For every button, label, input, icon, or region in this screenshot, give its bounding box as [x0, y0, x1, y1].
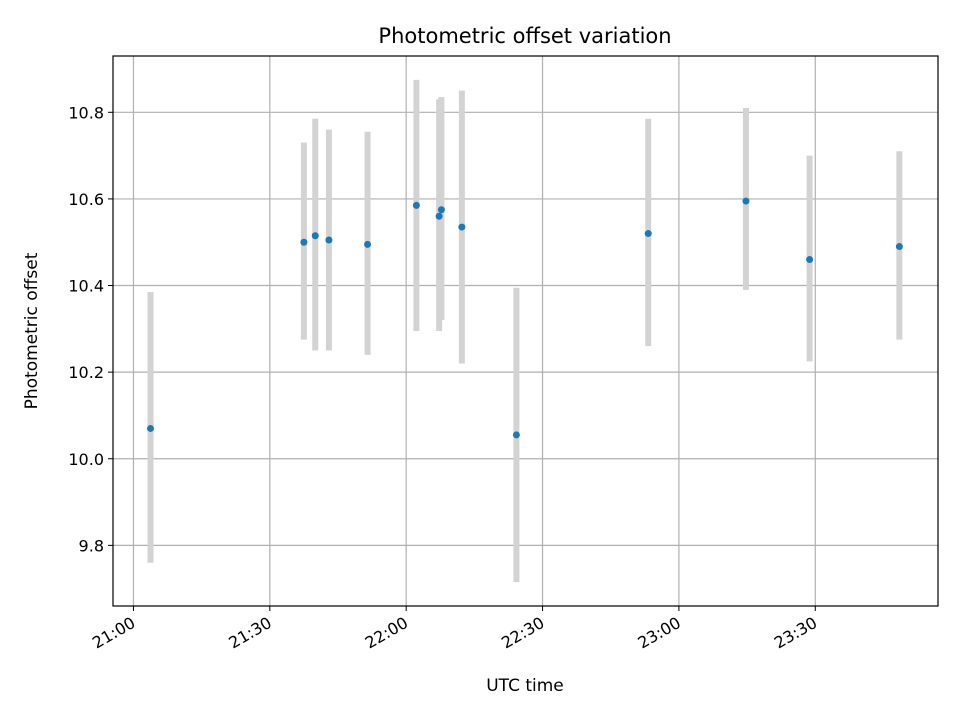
data-point	[806, 256, 814, 264]
data-point	[412, 201, 420, 209]
data-point	[437, 206, 445, 214]
y-tick-label: 10.2	[68, 363, 104, 382]
data-point	[300, 238, 308, 246]
data-point	[895, 243, 903, 251]
y-tick-label: 10.6	[68, 190, 104, 209]
data-point	[512, 431, 520, 439]
data-point	[458, 223, 466, 231]
data-point	[311, 232, 319, 240]
x-axis-label: UTC time	[486, 676, 564, 696]
data-point	[147, 424, 154, 432]
y-tick-label: 10.0	[68, 450, 104, 469]
y-tick-label: 9.8	[79, 536, 104, 555]
y-axis-label: Photometric offset	[22, 252, 42, 409]
data-point	[644, 230, 652, 238]
data-point	[325, 236, 333, 244]
data-point	[364, 240, 372, 248]
chart-title: Photometric offset variation	[378, 24, 671, 48]
data-point	[435, 212, 443, 220]
plot-frame	[112, 55, 939, 607]
data-points	[147, 197, 903, 439]
y-tick-label: 10.4	[68, 277, 104, 296]
y-tick-label: 10.8	[68, 103, 104, 122]
y-axis-ticks: 9.8 10.0 10.2 10.4 10.6 10.8	[68, 103, 113, 555]
data-point	[742, 197, 750, 205]
grid	[113, 56, 938, 606]
